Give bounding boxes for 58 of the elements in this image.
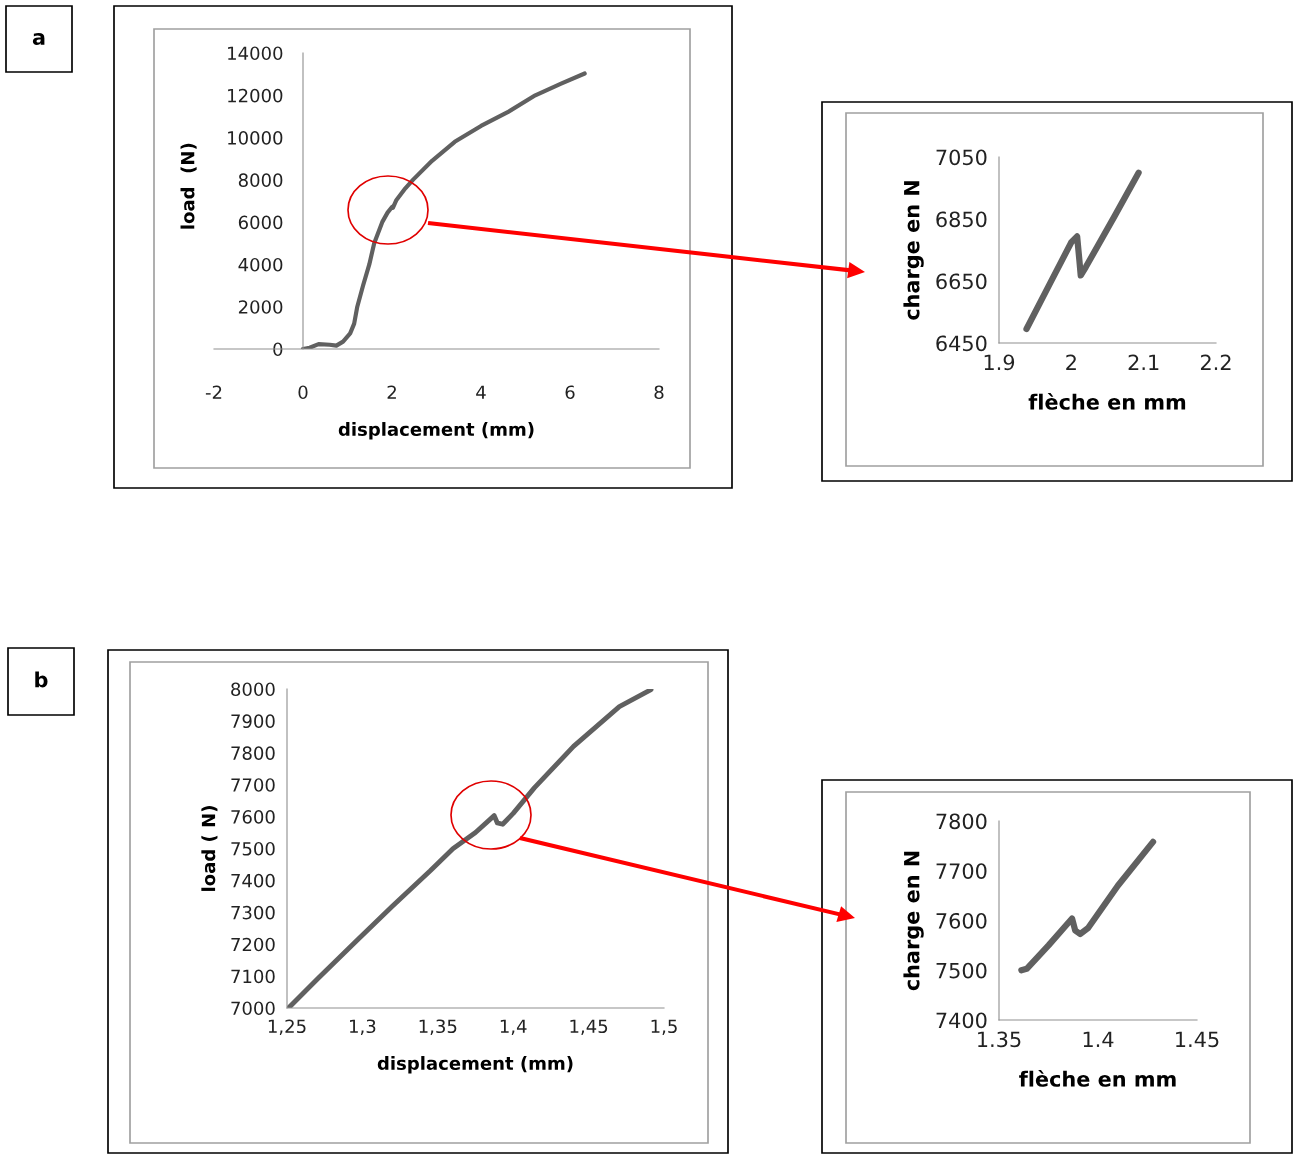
y-tick-label: 6850 [936, 211, 987, 228]
y-tick-label: 7100 [231, 969, 275, 984]
x-tick-label: 2 [387, 385, 396, 399]
y-tick-label: 8000 [231, 682, 275, 697]
x-tick-label: 1,5 [651, 1019, 677, 1035]
x-axis-title: flèche en mm [1028, 392, 1186, 410]
text: a [32, 33, 45, 46]
x-tick-label: 1,25 [268, 1019, 306, 1035]
y-tick-label: 0 [273, 342, 283, 357]
x-tick-label: 8 [654, 385, 664, 400]
y-axis-title: load ( N) [201, 806, 218, 891]
x-tick-label: 1.4 [1083, 1031, 1114, 1047]
y-tick-label: 6450 [936, 335, 987, 352]
x-tick-label: 1.9 [984, 354, 1015, 371]
x-tick-label: -2 [205, 385, 222, 399]
y-tick-label: 8000 [238, 173, 283, 187]
line-series [300, 71, 587, 349]
x-tick-label: 2.1 [1128, 354, 1159, 370]
y-tick-label: 7900 [231, 714, 275, 729]
x-tick-label: 1,45 [570, 1019, 608, 1035]
x-tick-label: 1,3 [350, 1019, 376, 1035]
y-tick-label: 7400 [936, 1012, 987, 1029]
x-tick-label: 0 [298, 385, 308, 400]
x-axis-title: displacement (mm) [338, 422, 534, 440]
y-tick-label: 7300 [231, 905, 275, 920]
x-tick-label: 2 [1066, 354, 1076, 370]
x-tick-label: 4 [476, 385, 486, 399]
y-tick-label: 7800 [936, 813, 987, 830]
x-tick-label: 2.2 [1200, 354, 1231, 370]
y-tick-label: 7600 [936, 912, 987, 929]
x-axis-title: displacement (mm) [377, 1056, 573, 1074]
y-tick-label: 7700 [231, 778, 275, 792]
y-tick-label: 7050 [936, 149, 987, 166]
y-tick-label: 10000 [228, 131, 283, 145]
x-tick-label: 1.45 [1176, 1031, 1219, 1048]
y-tick-label: 7500 [231, 841, 275, 856]
y-tick-label: 2000 [238, 300, 283, 314]
x-tick-label: 1,4 [500, 1019, 527, 1035]
y-tick-label: 7800 [231, 746, 275, 760]
x-tick-label: 6 [565, 385, 575, 400]
y-tick-label: 7500 [936, 962, 987, 979]
y-axis-title: load (N) [180, 143, 197, 229]
y-tick-label: 6650 [936, 273, 987, 290]
y-tick-label: 7400 [231, 873, 275, 888]
x-tick-label: 1.35 [978, 1031, 1021, 1048]
text: b [35, 671, 48, 688]
y-axis-title: charge en N [903, 181, 924, 320]
y-tick-label: 4000 [238, 257, 283, 272]
y-tick-label: 6000 [238, 215, 283, 230]
y-tick-label: 7600 [231, 810, 275, 824]
y-tick-label: 7700 [936, 863, 987, 879]
x-tick-label: 1,35 [419, 1019, 457, 1035]
x-axis-title: flèche en mm [1019, 1069, 1176, 1087]
y-tick-label: 12000 [228, 88, 283, 103]
y-tick-label: 14000 [228, 46, 283, 61]
y-axis-title: charge en N [903, 851, 924, 991]
y-tick-label: 7200 [231, 937, 275, 952]
y-tick-label: 7000 [231, 1001, 275, 1016]
